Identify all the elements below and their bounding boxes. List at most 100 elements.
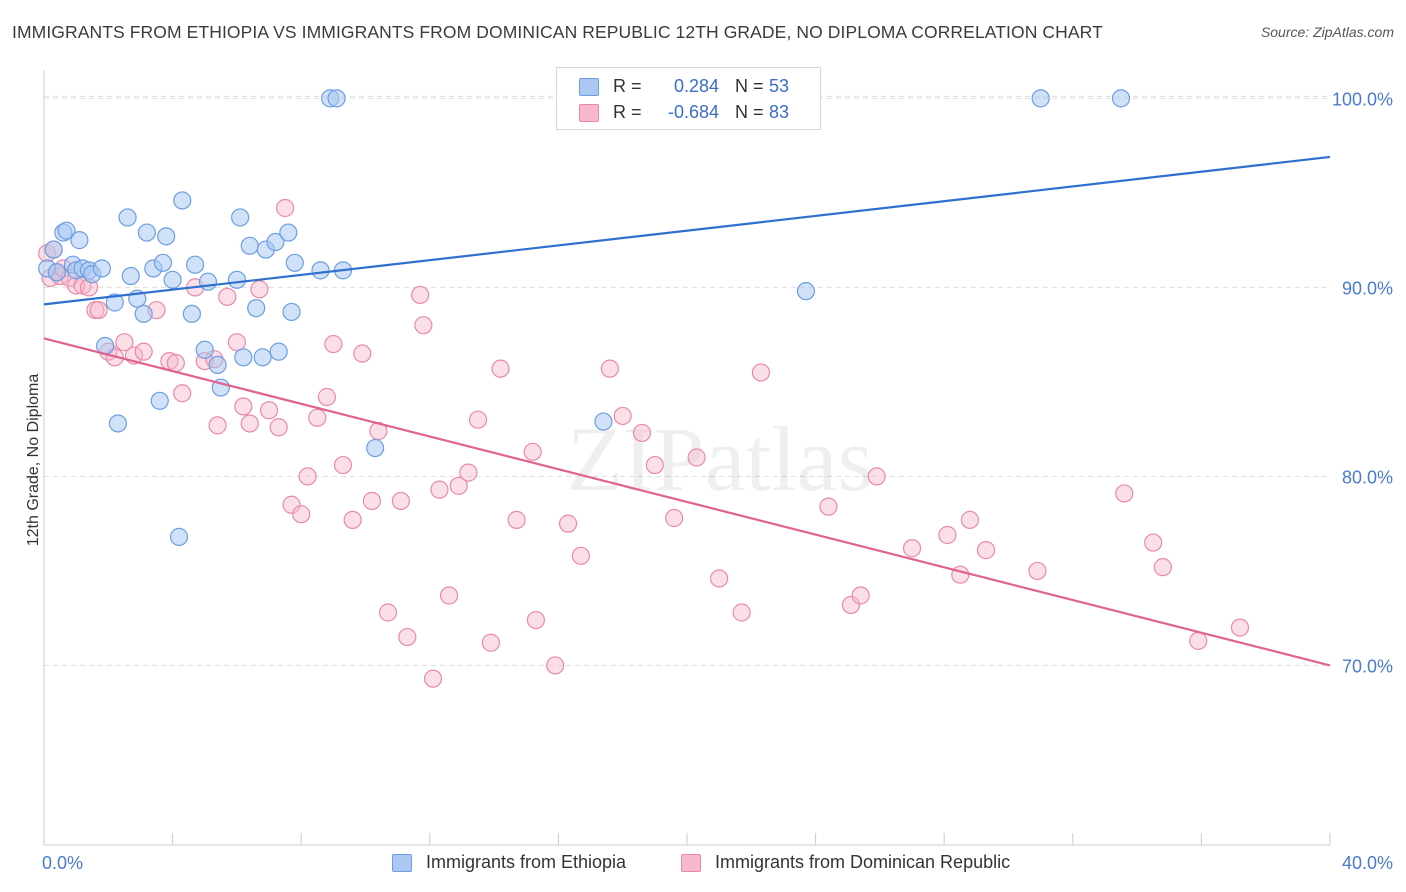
point-ethiopia [134,304,153,323]
point-dominican [491,359,510,378]
point-ethiopia [57,221,76,240]
point-dominican [687,448,706,467]
legend-n-label: N = [735,76,764,96]
watermark: ZIPatlas [567,408,874,510]
point-ethiopia [150,391,169,410]
point-ethiopia [208,355,227,374]
point-ethiopia [266,232,285,252]
point-dominican [710,569,729,588]
point-dominican [234,397,253,416]
point-dominican [173,384,192,403]
point-ethiopia [198,272,218,291]
point-dominican [259,401,279,420]
y-tick-labels: 70.0% 80.0% 90.0% 100.0% [1332,89,1393,676]
point-ethiopia [282,302,301,322]
chart-source: Source: ZipAtlas.com [1260,24,1394,40]
point-dominican [732,603,751,622]
point-ethiopia [234,348,253,367]
point-dominican [353,344,372,363]
point-dominican [276,198,295,218]
point-dominican [902,539,922,558]
series-ethiopia-points [38,89,1131,546]
x-tick-label: 0.0% [42,853,83,873]
point-dominican [600,359,619,378]
point-dominican [411,285,430,305]
point-dominican [439,586,459,605]
correlation-legend: R = 0.284 N = 53 R = -0.684 N = 83 [556,67,821,130]
point-dominican [1230,618,1250,637]
legend-r-value: 0.284 [673,76,719,96]
point-dominican [398,627,417,647]
point-dominican [751,363,771,382]
point-dominican [250,280,269,299]
y-tick-label: 70.0% [1342,656,1393,676]
point-ethiopia [1031,89,1050,108]
point-dominican [1115,484,1134,503]
point-dominican [308,408,327,427]
point-dominican [665,508,684,528]
chart-title: IMMIGRANTS FROM ETHIOPIA VS IMMIGRANTS F… [12,22,1103,42]
point-dominican [951,565,970,584]
point-ethiopia [92,259,111,278]
y-tick-label: 100.0% [1332,89,1393,109]
y-tick-label: 90.0% [1342,278,1393,298]
point-dominican [269,418,288,437]
legend-r-value: -0.684 [667,102,719,122]
x-tick-label: 40.0% [1342,853,1393,873]
point-dominican [423,669,443,688]
point-ethiopia [269,342,288,361]
point-dominican [1028,561,1047,581]
point-ethiopia [186,255,205,274]
point-ethiopia [121,266,140,286]
point-dominican [1144,533,1163,552]
point-dominican [391,491,410,511]
trend-line-ethiopia [43,155,1331,306]
point-dominican [378,603,398,622]
point-dominican [481,633,500,652]
point-dominican [227,333,246,352]
point-dominican [240,414,259,433]
point-ethiopia [105,293,124,312]
point-dominican [298,467,317,486]
point-dominican [430,480,449,499]
trend-lines [43,155,1331,667]
point-dominican [976,541,996,560]
point-dominican [867,467,886,486]
legend-n-label: N = [735,102,764,122]
point-ethiopia [311,261,330,280]
point-ethiopia [108,414,128,433]
point-dominican [468,410,488,429]
point-dominican [526,610,545,630]
legend-swatch-pink [681,854,701,872]
point-ethiopia [47,263,66,282]
point-dominican [645,455,664,475]
point-ethiopia [182,304,201,323]
point-dominican [841,595,861,615]
point-ethiopia [240,236,259,255]
point-ethiopia [285,253,304,272]
point-dominican [960,510,980,529]
point-dominican [546,656,565,675]
point-dominican [324,334,343,354]
point-ethiopia [44,240,63,259]
point-ethiopia [153,253,173,272]
point-dominican [459,463,478,482]
legend-n-value: 53 [769,76,790,96]
grid-lines [44,95,1330,666]
point-dominican [362,491,382,511]
point-dominican [613,406,632,426]
point-ethiopia [594,412,613,431]
point-dominican [317,387,337,407]
trend-line-dominican [43,337,1331,667]
point-ethiopia [195,340,214,359]
point-dominican [851,586,870,605]
point-ethiopia [247,299,266,318]
point-ethiopia [173,191,192,210]
point-dominican [166,353,185,373]
legend-label-dominican: Immigrants from Dominican Republic [715,852,1011,872]
point-dominican [632,423,652,443]
point-ethiopia [157,227,176,246]
axes [43,70,1331,846]
legend-label-ethiopia: Immigrants from Ethiopia [426,852,627,872]
